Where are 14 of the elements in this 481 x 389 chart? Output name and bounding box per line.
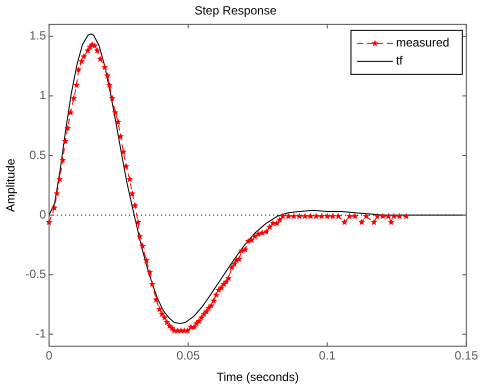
chart-title: Step Response bbox=[194, 4, 277, 18]
legend-label: measured bbox=[396, 36, 450, 50]
y-tick-label: 1 bbox=[39, 88, 46, 102]
y-tick-label: 0.5 bbox=[29, 148, 46, 162]
x-tick-label: 0.05 bbox=[176, 348, 200, 363]
legend-label: tf bbox=[396, 54, 404, 68]
y-tick-label: 1.5 bbox=[29, 28, 46, 43]
x-tick-label: 0.15 bbox=[454, 348, 478, 363]
x-tick-label: 0.1 bbox=[318, 348, 336, 363]
y-tick-label: -0.5 bbox=[25, 267, 46, 281]
y-tick-label: 0 bbox=[39, 207, 46, 222]
y-axis-title: Amplitude bbox=[4, 158, 18, 212]
x-axis-title: Time (seconds) bbox=[216, 370, 299, 384]
y-tick-label: -1 bbox=[35, 326, 46, 341]
